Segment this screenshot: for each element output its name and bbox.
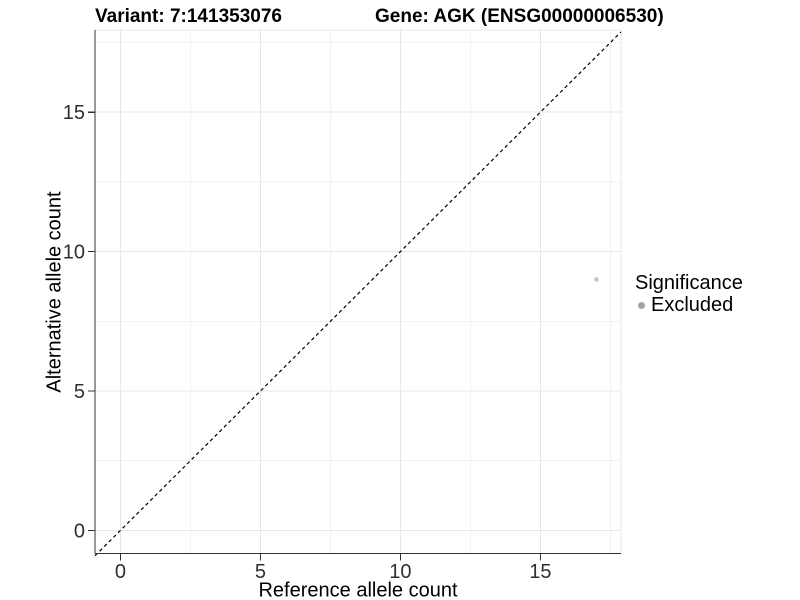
plot-title-variant: Variant: 7:141353076 — [95, 6, 282, 27]
legend-key-point-icon — [638, 301, 645, 309]
data-point — [594, 277, 599, 282]
identity-line — [94, 31, 622, 557]
x-tick-label: 10 — [389, 561, 411, 583]
x-tick-label: 15 — [529, 561, 551, 583]
plot-title-gene: Gene: AGK (ENSG00000006530) — [375, 6, 664, 27]
legend-title: Significance — [635, 272, 743, 294]
y-axis-title: Alternative allele count — [43, 191, 66, 393]
legend-item-label: Excluded — [651, 294, 734, 316]
x-tick-label: 0 — [115, 561, 126, 583]
y-tick-label: 10 — [63, 242, 85, 264]
y-tick-label: 0 — [74, 520, 85, 542]
legend: Significance Excluded — [635, 272, 743, 315]
x-axis-title: Reference allele count — [258, 579, 458, 600]
y-tick-label: 5 — [74, 381, 85, 403]
x-tick-label: 5 — [255, 561, 266, 583]
y-tick-label: 15 — [63, 102, 85, 124]
legend-item-excluded: Excluded — [635, 295, 743, 315]
